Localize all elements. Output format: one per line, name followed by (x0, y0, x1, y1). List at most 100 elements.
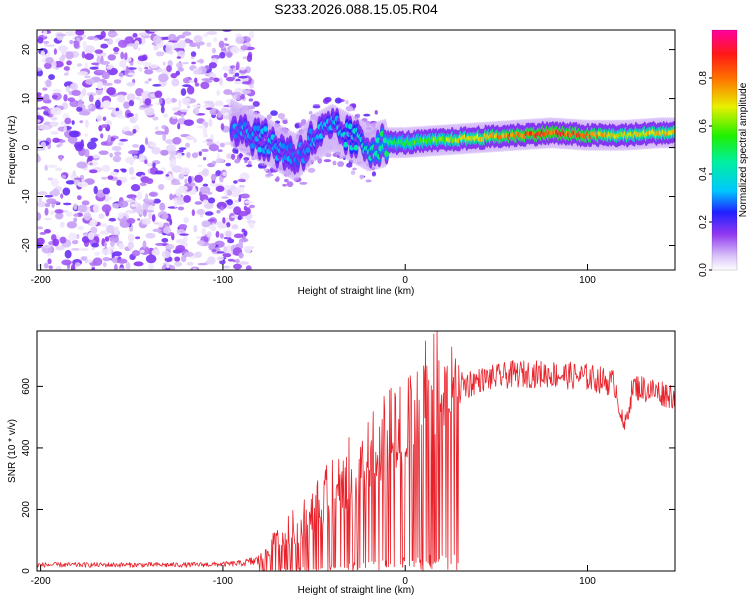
spectrogram-noise-cell (77, 98, 83, 108)
spectrogram-noise-cell (63, 72, 69, 76)
spectrogram-noise-cell (144, 159, 148, 165)
spectrogram-noise-cell (165, 139, 175, 144)
snr-x-tick-label: -200 (31, 576, 51, 587)
spectrogram-noise-cell (211, 249, 217, 253)
spectrogram-scatter-cell (263, 168, 268, 172)
spectrogram-noise-cell (96, 115, 103, 122)
spectrogram-noise-cell (172, 136, 182, 145)
spectrogram-noise-cell (74, 262, 81, 267)
colorbar-label: Normalized spectral amplitude (738, 82, 749, 217)
spectrogram-noise-cell (73, 40, 80, 49)
spectrogram-noise-cell (177, 123, 181, 130)
spectrogram-noise-cell (79, 120, 84, 124)
spectrogram-noise-cell (132, 42, 139, 50)
spectrogram-noise-cell (138, 67, 143, 72)
spectrogram-noise-cell (216, 251, 226, 254)
spectrogram-noise-cell (240, 89, 252, 95)
spectrogram-ridge-cell (263, 126, 268, 132)
spectrogram-noise-cell (218, 40, 225, 49)
spectrogram-noise-cell (201, 227, 206, 236)
spectrogram-noise-cell (241, 228, 246, 233)
spectrogram-noise-cell (231, 224, 239, 230)
spectrogram-noise-cell (50, 130, 59, 135)
snr-y-label: SNR (10 * v/v) (7, 419, 18, 483)
spectrogram-scatter-cell (245, 164, 253, 168)
spectrogram-noise-cell (183, 119, 194, 126)
spectrogram-noise-cell (59, 221, 65, 228)
spectrogram-noise-cell (37, 36, 44, 44)
snr-x-ticks: -200 -100 0 100 (31, 565, 596, 587)
spectrogram-noise-cell (238, 252, 244, 259)
spectrogram-noise-cell (125, 199, 136, 203)
spectrogram-noise-cell (76, 161, 88, 169)
spectrogram-x-tick-label: -100 (213, 275, 233, 286)
spectrogram-noise-cell (242, 56, 248, 60)
spectrogram-scatter-cell (252, 100, 260, 107)
spectrogram-noise-cell (46, 164, 58, 169)
spectrogram-noise-cell (101, 71, 110, 80)
spectrogram-noise-cell (194, 174, 204, 183)
spectrogram-noise-cell (183, 216, 189, 224)
spectrogram-noise-cell (172, 115, 177, 119)
spectrogram-y-label: Frequency (Hz) (7, 116, 18, 185)
spectrogram-noise-cell (37, 263, 41, 268)
spectrogram-noise-cell (88, 169, 98, 174)
spectrogram-noise-cell (103, 85, 108, 92)
spectrogram-noise-cell (48, 74, 56, 81)
spectrogram-scatter-cell (352, 167, 357, 171)
spectrogram-noise-cell (194, 82, 200, 87)
spectrogram-noise-cell (202, 183, 209, 187)
spectrogram-noise-cell (148, 78, 152, 82)
spectrogram-noise-cell (137, 55, 147, 62)
spectrogram-noise-cell (132, 128, 137, 134)
spectrogram-noise-cell (100, 43, 109, 49)
spectrogram-frame (36, 29, 676, 271)
spectrogram-noise-cell (106, 89, 115, 94)
spectrogram-noise-cell (249, 85, 254, 89)
spectrogram-noise-cell (237, 210, 249, 217)
spectrogram-noise-cell (163, 226, 172, 234)
spectrogram-noise-cell (240, 186, 245, 193)
spectrogram-noise-cell (198, 58, 204, 64)
spectrogram-noise-cell (37, 237, 45, 246)
spectrogram-noise-cell (130, 176, 136, 180)
spectrogram-noise-cell (57, 45, 69, 52)
spectrogram-noise-cell (154, 130, 165, 135)
spectrogram-noise-cell (60, 193, 64, 199)
spectrogram-noise-cell (219, 233, 224, 239)
spectrogram-noise-cell (229, 46, 240, 54)
spectrogram-noise-cell (121, 169, 127, 173)
spectrogram-noise-cell (191, 152, 199, 159)
spectrogram-noise-cell (117, 91, 128, 96)
spectrogram-noise-cell (73, 141, 85, 149)
spectrogram-noise-cell (162, 61, 166, 66)
spectrogram-noise-cell (100, 133, 104, 139)
spectrogram-noise-cell (189, 42, 198, 48)
spectrogram-noise-cell (226, 189, 233, 196)
spectrogram-noise-cell (110, 171, 119, 176)
spectrogram-noise-cell (151, 147, 162, 155)
spectrogram-ridge-cell (280, 143, 286, 150)
snr-y-tick-label: 400 (21, 439, 32, 456)
spectrogram-noise-cell (217, 149, 223, 153)
spectrogram-y-tick-label: 0 (21, 144, 32, 150)
spectrogram-noise-cell (232, 202, 236, 207)
spectrogram-noise-cell (187, 182, 196, 187)
snr-y-tick-label: 200 (21, 501, 32, 518)
spectrogram-noise-cell (56, 144, 61, 148)
spectrogram-noise-cell (145, 254, 157, 264)
spectrogram-noise-cell (202, 168, 209, 177)
spectrogram-noise-cell (73, 213, 79, 217)
spectrogram-noise-cell (138, 153, 145, 162)
spectrogram-noise-cell (178, 147, 187, 151)
spectrogram-noise-cell (42, 87, 48, 91)
spectrogram-scatter-cell (312, 105, 321, 109)
spectrogram-noise-cell (90, 137, 99, 142)
snr-x-tick-label: 100 (579, 576, 596, 587)
snr-series-line (37, 331, 675, 571)
colorbar-tick-label: 0.2 (698, 215, 709, 229)
spectrogram-scatter-cell (359, 174, 365, 180)
spectrogram-noise-cell (191, 209, 195, 217)
spectrogram-noise-cell (128, 99, 135, 107)
